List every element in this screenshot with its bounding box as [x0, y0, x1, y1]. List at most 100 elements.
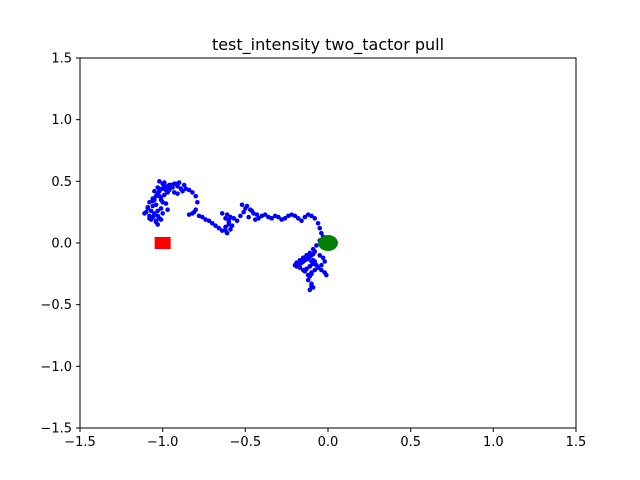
data-point	[200, 214, 205, 220]
data-point	[160, 186, 165, 192]
data-point	[314, 243, 319, 248]
data-point	[195, 200, 200, 205]
data-point	[216, 225, 222, 231]
data-point	[158, 197, 164, 203]
data-point	[142, 211, 147, 216]
data-point	[209, 220, 215, 226]
data-point	[158, 206, 164, 211]
y-tick-label: 0.0	[51, 237, 72, 252]
data-point	[206, 218, 212, 224]
data-point	[302, 214, 308, 220]
data-point	[317, 253, 323, 258]
data-point	[315, 220, 321, 226]
data-point	[186, 187, 192, 193]
data-point	[241, 209, 246, 215]
data-point	[166, 187, 172, 193]
data-points	[142, 179, 329, 293]
data-point	[269, 216, 275, 221]
data-point	[239, 202, 245, 208]
data-point	[312, 249, 318, 254]
y-axis-ticks: −1.5 −1.0 −0.5 0.0 0.5 1.0 1.5	[40, 52, 80, 437]
data-point	[282, 216, 288, 221]
data-point	[246, 214, 251, 220]
data-point	[319, 230, 324, 236]
data-point	[219, 211, 225, 216]
data-point	[319, 262, 324, 268]
y-tick-label: −1.0	[40, 360, 72, 375]
data-point	[163, 201, 169, 206]
data-point	[276, 214, 281, 220]
data-point	[150, 198, 156, 204]
data-point	[299, 260, 304, 266]
data-point	[219, 228, 225, 233]
data-point	[324, 272, 329, 278]
data-point	[162, 192, 167, 198]
y-tick-label: −1.5	[40, 422, 72, 437]
special-markers	[154, 235, 338, 251]
data-point	[299, 218, 304, 224]
data-point	[309, 283, 314, 289]
x-tick-label: 1.5	[566, 435, 587, 450]
data-point	[307, 274, 313, 279]
data-point	[191, 209, 197, 215]
x-tick-label: 0.0	[318, 435, 339, 450]
data-point	[147, 216, 152, 221]
data-point	[238, 213, 243, 219]
data-point	[155, 185, 161, 190]
x-tick-label: −0.5	[230, 435, 262, 450]
data-point	[181, 182, 187, 188]
chart-title: test_intensity two_tactor pull	[212, 35, 444, 55]
data-point	[307, 287, 313, 293]
x-axis-ticks: −1.5 −1.0 −0.5 0.0 0.5 1.0 1.5	[64, 428, 586, 450]
data-point	[224, 230, 230, 236]
data-point	[226, 217, 232, 222]
data-point	[292, 213, 298, 219]
data-point	[148, 208, 154, 214]
x-tick-label: −1.0	[147, 435, 179, 450]
data-point	[307, 264, 313, 269]
data-point	[145, 204, 151, 210]
y-tick-label: 1.5	[51, 52, 72, 67]
data-point	[322, 259, 327, 264]
data-point	[244, 203, 250, 209]
data-point	[319, 267, 324, 273]
data-point	[158, 217, 164, 222]
data-point	[153, 202, 159, 208]
data-point	[170, 185, 175, 190]
data-point	[186, 212, 192, 217]
data-point	[307, 254, 313, 259]
data-point	[256, 216, 261, 221]
data-point	[312, 216, 318, 221]
data-point	[193, 193, 199, 199]
data-point	[295, 216, 301, 221]
data-point	[254, 212, 260, 217]
data-point	[173, 181, 179, 187]
data-point	[175, 191, 180, 196]
data-point	[190, 190, 195, 195]
data-point	[231, 216, 237, 221]
data-point	[315, 265, 321, 270]
data-point	[262, 212, 268, 217]
data-point	[223, 224, 228, 230]
data-point	[155, 222, 161, 227]
data-point	[157, 188, 162, 194]
target-circle-marker	[318, 235, 338, 251]
data-point	[152, 188, 157, 194]
data-point	[249, 208, 255, 214]
data-point	[317, 225, 323, 231]
y-tick-label: 1.0	[51, 113, 72, 128]
data-point	[165, 207, 170, 212]
y-tick-label: −0.5	[40, 298, 72, 313]
data-point	[153, 193, 159, 199]
data-point	[152, 212, 157, 217]
data-point	[160, 211, 165, 216]
data-point	[224, 212, 230, 217]
data-point	[234, 218, 240, 224]
data-point	[180, 188, 185, 194]
data-point	[312, 259, 318, 264]
data-point	[228, 227, 233, 232]
data-point	[162, 180, 167, 185]
data-point	[155, 208, 161, 214]
data-point	[213, 223, 218, 229]
